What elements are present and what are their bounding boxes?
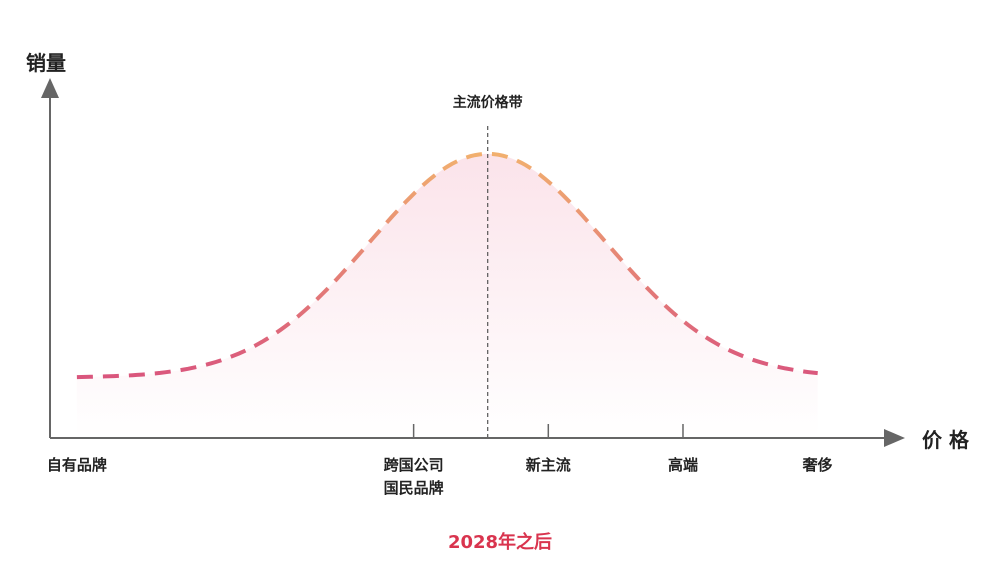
y-axis-arrow-icon xyxy=(41,78,59,98)
bell-curve-line xyxy=(76,151,818,380)
axes xyxy=(41,78,905,447)
category-label: 高端 xyxy=(668,456,698,474)
peak-label: 主流价格带 xyxy=(453,94,523,111)
category-label: 新主流 xyxy=(526,456,571,474)
chart-caption: 2028年之后 xyxy=(448,531,552,553)
y-axis-label: 销量 xyxy=(26,51,66,75)
category-label: 自有品牌 xyxy=(47,456,107,474)
category-label: 国民品牌 xyxy=(384,479,444,497)
x-axis-arrow-icon xyxy=(884,429,905,447)
x-axis-ticks xyxy=(412,424,684,438)
category-label: 奢侈 xyxy=(802,456,833,474)
x-axis-label: 价 格 xyxy=(922,428,970,452)
curve-fill-area xyxy=(76,153,818,437)
category-label: 跨国公司 xyxy=(384,456,444,474)
